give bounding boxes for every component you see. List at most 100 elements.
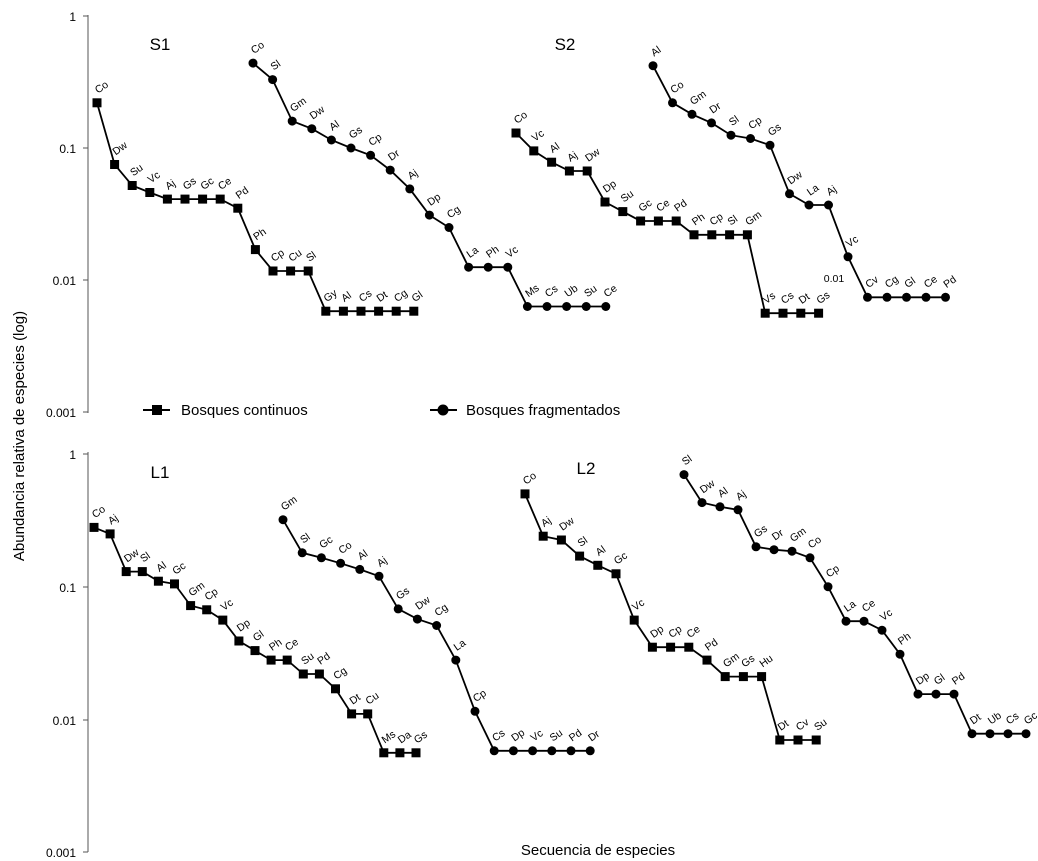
- circle-data-point: [679, 470, 689, 480]
- circle-data-point: [336, 558, 346, 568]
- species-label: Sl: [727, 113, 742, 128]
- species-label: Dp: [648, 623, 666, 641]
- circle-data-point: [707, 118, 716, 128]
- species-label: Ph: [251, 226, 269, 243]
- series-line: [683, 474, 1026, 735]
- y-tick-label: 0.1: [59, 581, 76, 595]
- species-label: Vc: [219, 597, 236, 614]
- species-label: Vc: [844, 233, 861, 250]
- species-label: Dt: [347, 691, 363, 707]
- square-data-point: [250, 245, 260, 255]
- circle-data-point: [985, 729, 995, 739]
- species-label: Pd: [315, 650, 333, 667]
- circle-data-point: [1003, 729, 1013, 739]
- species-label: Ce: [602, 282, 620, 300]
- species-label: Co: [93, 79, 111, 97]
- circle-data-point: [444, 223, 454, 232]
- circle-data-point: [326, 135, 336, 145]
- species-label: Cu: [286, 247, 304, 265]
- square-data-point: [127, 181, 137, 190]
- species-label: Gl: [410, 289, 425, 305]
- circle-data-point: [278, 515, 288, 525]
- series-line: [652, 65, 946, 299]
- square-data-point: [778, 308, 788, 318]
- species-label: Al: [649, 44, 664, 59]
- square-data-point: [92, 98, 102, 108]
- species-label: Dr: [770, 527, 786, 543]
- species-label: Dt: [797, 291, 813, 307]
- species-label: Dp: [425, 191, 443, 209]
- species-label: Dw: [785, 168, 805, 187]
- species-label: Vc: [146, 169, 163, 186]
- species-label: Aj: [565, 149, 580, 164]
- species-label: Cg: [331, 665, 349, 683]
- circle-data-point: [528, 746, 538, 756]
- species-label: Cv: [794, 716, 812, 734]
- square-data-point: [374, 306, 384, 316]
- legend: Bosques continuos Bosques fragmentados: [143, 402, 620, 419]
- species-label: La: [464, 244, 481, 261]
- species-label: Cs: [779, 289, 796, 306]
- species-label: Pd: [234, 184, 252, 201]
- circle-data-point: [913, 689, 923, 699]
- species-label: Dw: [413, 594, 433, 613]
- species-label: Dr: [707, 100, 723, 116]
- species-label: Cs: [357, 287, 374, 304]
- species-label: Pd: [703, 636, 721, 653]
- circle-data-point: [585, 746, 595, 756]
- circle-data-point: [769, 545, 779, 555]
- square-data-point: [629, 615, 639, 625]
- square-data-point: [757, 672, 767, 682]
- panel-title-l1: L1: [151, 463, 170, 482]
- species-label: Al: [594, 544, 609, 559]
- y-tick-label: 0.001: [46, 846, 76, 860]
- circle-data-point: [751, 542, 761, 552]
- bottom-panel-y-axis: 1 0.1 0.01 0.001: [46, 448, 89, 860]
- panel-title-l2: L2: [577, 459, 596, 478]
- circle-data-point: [346, 143, 356, 153]
- square-data-point: [796, 308, 806, 318]
- square-data-point: [575, 551, 585, 561]
- species-label: La: [842, 598, 859, 615]
- circle-data-point: [503, 262, 513, 272]
- species-label: Aj: [539, 514, 554, 529]
- square-data-point: [356, 306, 366, 316]
- species-label: Cp: [269, 247, 287, 265]
- species-label: Cp: [666, 623, 684, 641]
- species-label: Ce: [654, 197, 672, 215]
- square-data-point: [250, 646, 260, 656]
- species-label: Dp: [914, 670, 932, 688]
- circle-data-point: [859, 616, 869, 626]
- circle-data-point: [412, 614, 422, 624]
- circle-data-point: [268, 75, 278, 85]
- species-label: Pd: [567, 727, 585, 744]
- species-label: Ce: [922, 273, 940, 291]
- species-label: Ph: [690, 211, 708, 228]
- species-label: Cg: [432, 601, 450, 619]
- circle-data-point: [882, 292, 892, 302]
- species-label: Vc: [504, 244, 521, 261]
- stray-value-label: 0.01: [824, 273, 845, 285]
- square-data-point: [738, 672, 748, 682]
- species-label: Gc: [1022, 710, 1038, 728]
- species-label: Dp: [509, 727, 527, 745]
- species-label: Dt: [968, 711, 984, 727]
- species-label: Ph: [267, 636, 285, 653]
- series-line: [96, 102, 414, 313]
- circle-data-point: [902, 292, 911, 302]
- species-label: Sl: [680, 453, 695, 468]
- y-tick-label: 1: [69, 448, 76, 462]
- square-data-point: [234, 636, 244, 646]
- species-label: Cg: [445, 203, 463, 221]
- circle-data-point: [508, 746, 518, 756]
- circle-data-point: [726, 130, 736, 140]
- square-data-point: [707, 230, 717, 240]
- species-label: Gy: [322, 287, 340, 305]
- species-label: Cp: [366, 131, 384, 149]
- species-label: Cp: [708, 211, 726, 229]
